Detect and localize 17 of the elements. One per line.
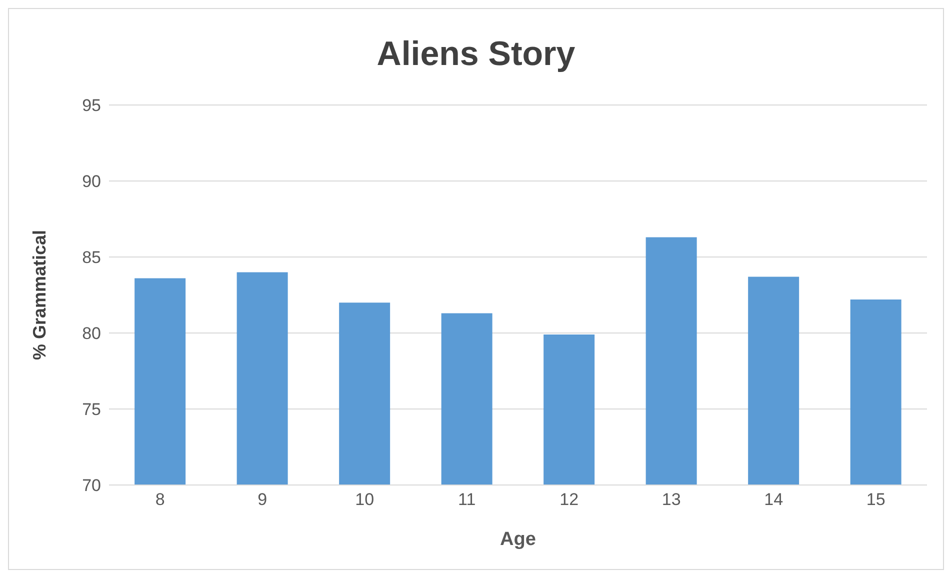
y-tick-label: 95 <box>82 96 101 116</box>
x-tick-label: 9 <box>258 490 268 510</box>
chart-title: Aliens Story <box>376 34 576 75</box>
x-tick-label: 8 <box>155 490 165 510</box>
x-tick-label: 11 <box>458 490 476 510</box>
x-tick-label: 13 <box>662 490 681 510</box>
x-tick-label: 10 <box>355 490 374 510</box>
y-axis-title: % Grammatical <box>29 230 50 360</box>
y-tick-label: 80 <box>82 324 101 344</box>
y-tick-label: 70 <box>82 476 101 496</box>
y-tick-label: 90 <box>82 172 101 192</box>
y-tick-label: 75 <box>82 400 101 420</box>
x-axis-title: Age <box>500 529 536 550</box>
x-tick-label: 12 <box>560 490 579 510</box>
x-tick-label: 15 <box>866 490 886 510</box>
x-tick-label: 14 <box>764 490 784 510</box>
y-tick-label: 85 <box>82 248 101 268</box>
